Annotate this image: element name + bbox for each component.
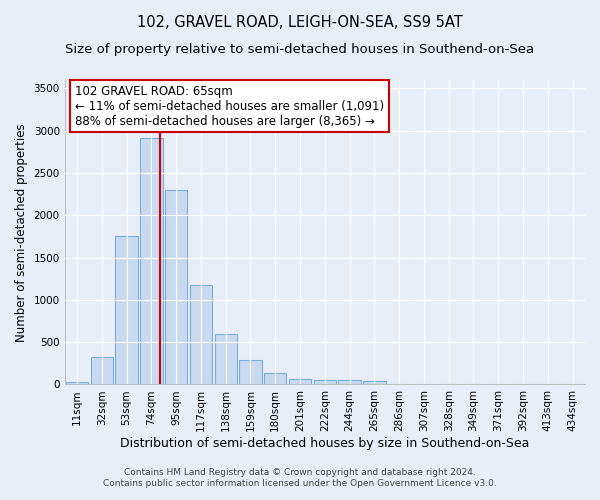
Bar (115, 236, 138, 384)
Bar (289, 378, 311, 384)
Bar (338, 380, 361, 384)
Bar (239, 360, 262, 384)
Bar (363, 382, 386, 384)
Bar (66, 382, 88, 384)
Bar (314, 380, 336, 384)
Bar (264, 373, 286, 384)
X-axis label: Distribution of semi-detached houses by size in Southend-on-Sea: Distribution of semi-detached houses by … (120, 437, 530, 450)
Bar (215, 334, 237, 384)
Bar (91, 358, 113, 384)
Text: Contains HM Land Registry data © Crown copyright and database right 2024.
Contai: Contains HM Land Registry data © Crown c… (103, 468, 497, 487)
Bar (140, 138, 163, 384)
Text: Size of property relative to semi-detached houses in Southend-on-Sea: Size of property relative to semi-detach… (65, 42, 535, 56)
Bar (190, 285, 212, 384)
Text: 102, GRAVEL ROAD, LEIGH-ON-SEA, SS9 5AT: 102, GRAVEL ROAD, LEIGH-ON-SEA, SS9 5AT (137, 15, 463, 30)
Y-axis label: Number of semi-detached properties: Number of semi-detached properties (15, 123, 28, 342)
Bar (165, 190, 187, 384)
Text: 102 GRAVEL ROAD: 65sqm
← 11% of semi-detached houses are smaller (1,091)
88% of : 102 GRAVEL ROAD: 65sqm ← 11% of semi-det… (75, 84, 384, 128)
